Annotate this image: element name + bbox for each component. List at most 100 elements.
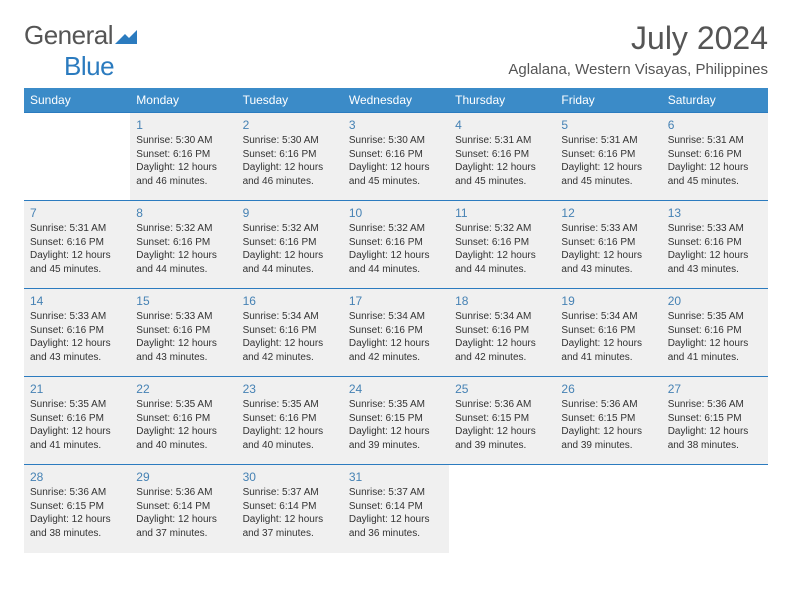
- day-info-line: and 45 minutes.: [561, 175, 655, 189]
- day-info-line: Sunset: 6:15 PM: [561, 412, 655, 426]
- day-info-line: and 40 minutes.: [136, 439, 230, 453]
- day-info-line: and 36 minutes.: [349, 527, 443, 541]
- day-info-line: and 46 minutes.: [243, 175, 337, 189]
- day-info-line: Sunset: 6:16 PM: [561, 324, 655, 338]
- calendar-day-cell: 2Sunrise: 5:30 AMSunset: 6:16 PMDaylight…: [237, 113, 343, 201]
- calendar-day-cell: 27Sunrise: 5:36 AMSunset: 6:15 PMDayligh…: [662, 377, 768, 465]
- calendar-day-cell: 30Sunrise: 5:37 AMSunset: 6:14 PMDayligh…: [237, 465, 343, 553]
- day-info-line: Daylight: 12 hours: [349, 249, 443, 263]
- day-info-line: Daylight: 12 hours: [243, 425, 337, 439]
- day-number: 19: [561, 293, 655, 309]
- calendar-day-cell: 10Sunrise: 5:32 AMSunset: 6:16 PMDayligh…: [343, 201, 449, 289]
- day-info-line: and 42 minutes.: [349, 351, 443, 365]
- calendar-week-row: 21Sunrise: 5:35 AMSunset: 6:16 PMDayligh…: [24, 377, 768, 465]
- weekday-header: Friday: [555, 88, 661, 113]
- day-info-line: Daylight: 12 hours: [561, 249, 655, 263]
- day-info-line: Daylight: 12 hours: [349, 161, 443, 175]
- calendar-day-cell: 12Sunrise: 5:33 AMSunset: 6:16 PMDayligh…: [555, 201, 661, 289]
- day-info-line: Sunrise: 5:31 AM: [561, 134, 655, 148]
- day-number: 12: [561, 205, 655, 221]
- day-info-line: and 40 minutes.: [243, 439, 337, 453]
- day-info-line: Sunrise: 5:32 AM: [136, 222, 230, 236]
- day-info-line: Sunrise: 5:34 AM: [349, 310, 443, 324]
- calendar-day-cell: 18Sunrise: 5:34 AMSunset: 6:16 PMDayligh…: [449, 289, 555, 377]
- day-info-line: and 43 minutes.: [668, 263, 762, 277]
- day-number: 4: [455, 117, 549, 133]
- day-number: 15: [136, 293, 230, 309]
- day-info-line: and 46 minutes.: [136, 175, 230, 189]
- calendar-day-cell: 5Sunrise: 5:31 AMSunset: 6:16 PMDaylight…: [555, 113, 661, 201]
- day-info-line: and 44 minutes.: [349, 263, 443, 277]
- calendar-day-cell: 28Sunrise: 5:36 AMSunset: 6:15 PMDayligh…: [24, 465, 130, 553]
- day-info-line: and 42 minutes.: [243, 351, 337, 365]
- day-info-line: Daylight: 12 hours: [136, 249, 230, 263]
- day-info-line: Daylight: 12 hours: [136, 161, 230, 175]
- day-info-line: Daylight: 12 hours: [668, 337, 762, 351]
- weekday-header: Tuesday: [237, 88, 343, 113]
- day-info-line: and 45 minutes.: [349, 175, 443, 189]
- day-info-line: Daylight: 12 hours: [455, 161, 549, 175]
- day-info-line: Sunset: 6:16 PM: [349, 324, 443, 338]
- day-info-line: and 37 minutes.: [136, 527, 230, 541]
- day-info-line: Daylight: 12 hours: [455, 337, 549, 351]
- day-info-line: and 44 minutes.: [136, 263, 230, 277]
- day-number: 29: [136, 469, 230, 485]
- day-number: 11: [455, 205, 549, 221]
- day-number: 7: [30, 205, 124, 221]
- day-info-line: Daylight: 12 hours: [30, 249, 124, 263]
- day-info-line: Sunrise: 5:32 AM: [455, 222, 549, 236]
- day-info-line: Sunrise: 5:30 AM: [243, 134, 337, 148]
- calendar-week-row: 14Sunrise: 5:33 AMSunset: 6:16 PMDayligh…: [24, 289, 768, 377]
- calendar-day-cell: [662, 465, 768, 553]
- calendar-day-cell: 1Sunrise: 5:30 AMSunset: 6:16 PMDaylight…: [130, 113, 236, 201]
- day-info-line: Sunrise: 5:35 AM: [30, 398, 124, 412]
- day-info-line: Sunset: 6:16 PM: [243, 148, 337, 162]
- day-info-line: Sunrise: 5:35 AM: [136, 398, 230, 412]
- day-info-line: Daylight: 12 hours: [561, 161, 655, 175]
- calendar-day-cell: 31Sunrise: 5:37 AMSunset: 6:14 PMDayligh…: [343, 465, 449, 553]
- day-number: 17: [349, 293, 443, 309]
- day-info-line: Sunrise: 5:36 AM: [136, 486, 230, 500]
- logo-text: General Blue: [24, 20, 137, 82]
- day-info-line: Sunrise: 5:36 AM: [30, 486, 124, 500]
- day-info-line: and 38 minutes.: [30, 527, 124, 541]
- day-number: 13: [668, 205, 762, 221]
- calendar-day-cell: 19Sunrise: 5:34 AMSunset: 6:16 PMDayligh…: [555, 289, 661, 377]
- day-info-line: and 43 minutes.: [561, 263, 655, 277]
- day-info-line: Sunset: 6:14 PM: [136, 500, 230, 514]
- calendar-day-cell: 29Sunrise: 5:36 AMSunset: 6:14 PMDayligh…: [130, 465, 236, 553]
- day-number: 18: [455, 293, 549, 309]
- day-info-line: Sunrise: 5:32 AM: [349, 222, 443, 236]
- weekday-header: Sunday: [24, 88, 130, 113]
- day-info-line: Sunrise: 5:32 AM: [243, 222, 337, 236]
- calendar-day-cell: 9Sunrise: 5:32 AMSunset: 6:16 PMDaylight…: [237, 201, 343, 289]
- day-info-line: Sunrise: 5:30 AM: [349, 134, 443, 148]
- day-number: 30: [243, 469, 337, 485]
- day-info-line: Daylight: 12 hours: [30, 513, 124, 527]
- day-info-line: Daylight: 12 hours: [243, 513, 337, 527]
- day-info-line: Daylight: 12 hours: [561, 425, 655, 439]
- day-info-line: Daylight: 12 hours: [243, 337, 337, 351]
- day-info-line: Daylight: 12 hours: [668, 425, 762, 439]
- month-title: July 2024: [508, 20, 768, 57]
- weekday-header: Wednesday: [343, 88, 449, 113]
- day-info-line: Sunset: 6:16 PM: [136, 236, 230, 250]
- day-info-line: Sunset: 6:15 PM: [668, 412, 762, 426]
- day-number: 8: [136, 205, 230, 221]
- day-info-line: Daylight: 12 hours: [668, 161, 762, 175]
- day-info-line: Sunset: 6:16 PM: [243, 324, 337, 338]
- day-info-line: Sunset: 6:16 PM: [668, 324, 762, 338]
- day-number: 24: [349, 381, 443, 397]
- day-info-line: and 45 minutes.: [455, 175, 549, 189]
- day-number: 27: [668, 381, 762, 397]
- calendar-day-cell: [449, 465, 555, 553]
- day-info-line: and 39 minutes.: [349, 439, 443, 453]
- day-info-line: Sunset: 6:15 PM: [30, 500, 124, 514]
- day-info-line: and 44 minutes.: [243, 263, 337, 277]
- day-info-line: Daylight: 12 hours: [136, 337, 230, 351]
- day-info-line: Sunrise: 5:36 AM: [561, 398, 655, 412]
- day-info-line: Daylight: 12 hours: [243, 161, 337, 175]
- calendar-day-cell: 16Sunrise: 5:34 AMSunset: 6:16 PMDayligh…: [237, 289, 343, 377]
- calendar-day-cell: 11Sunrise: 5:32 AMSunset: 6:16 PMDayligh…: [449, 201, 555, 289]
- day-number: 25: [455, 381, 549, 397]
